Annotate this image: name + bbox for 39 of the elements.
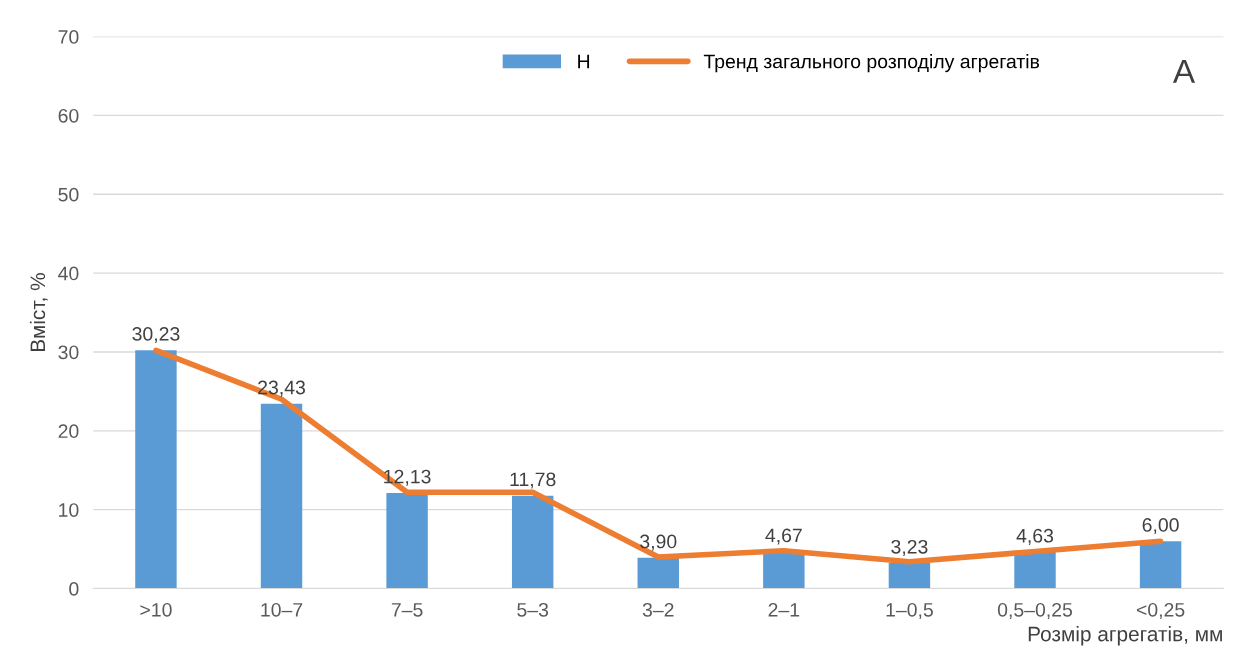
bar bbox=[1139, 541, 1182, 589]
data-label: 6,00 bbox=[1142, 518, 1179, 535]
y-tick-label: 20 bbox=[58, 424, 79, 439]
bar bbox=[637, 557, 679, 589]
y-tick-label: 60 bbox=[58, 108, 79, 123]
y-tick-label: 50 bbox=[58, 187, 79, 202]
data-label: 30,23 bbox=[132, 326, 180, 344]
data-label: 3,90 bbox=[640, 534, 677, 551]
x-tick-label: 0,5–0,25 bbox=[997, 602, 1073, 619]
x-tick-label: 1–0,5 bbox=[886, 602, 933, 619]
data-label: 3,23 bbox=[891, 539, 928, 556]
data-label: 23,43 bbox=[258, 380, 305, 397]
legend-label: Тренд загального розподілу агрегатів bbox=[703, 54, 1040, 73]
bar bbox=[135, 350, 177, 589]
x-axis-title: Розмір агрегатів, мм bbox=[1028, 626, 1222, 646]
x-tick-label: >10 bbox=[140, 602, 172, 617]
y-tick-label: 0 bbox=[69, 581, 79, 596]
y-tick-label: 40 bbox=[58, 266, 79, 281]
annotation: А bbox=[1172, 59, 1196, 83]
data-label: 4,63 bbox=[1016, 528, 1054, 545]
x-tick-label: 2–1 bbox=[768, 602, 800, 617]
bar bbox=[386, 492, 428, 589]
y-axis-title: Вміст, % bbox=[29, 273, 48, 352]
x-tick-label: 5–3 bbox=[517, 602, 549, 617]
data-label: 4,67 bbox=[765, 528, 802, 545]
bar bbox=[511, 495, 554, 589]
y-tick-label: 30 bbox=[58, 345, 79, 360]
bar bbox=[260, 403, 303, 589]
y-tick-label: 70 bbox=[58, 30, 79, 44]
y-tick-label: 10 bbox=[59, 503, 79, 517]
x-tick-label: 3–2 bbox=[642, 602, 674, 617]
data-label: 11,78 bbox=[510, 472, 556, 489]
x-tick-label: 10–7 bbox=[261, 602, 303, 617]
bar bbox=[763, 551, 805, 589]
bar bbox=[1014, 552, 1056, 589]
x-tick-label: <0,25 bbox=[1136, 602, 1185, 619]
x-tick-label: 7–5 bbox=[391, 603, 423, 617]
bar bbox=[888, 563, 931, 589]
legend-label: Н bbox=[578, 54, 590, 69]
